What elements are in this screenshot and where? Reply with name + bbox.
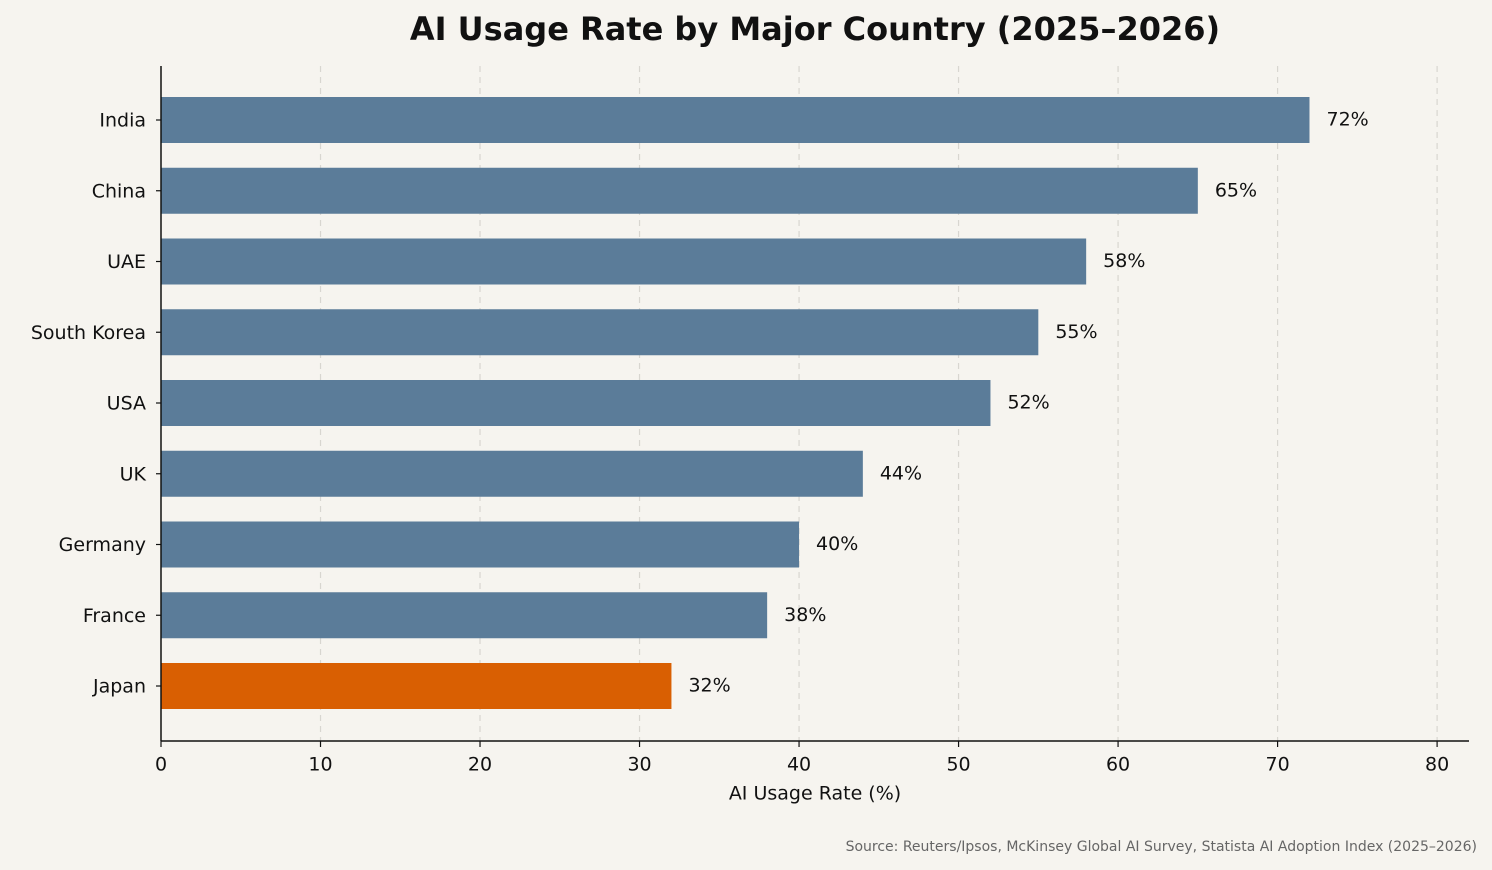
bar <box>161 309 1039 356</box>
y-tick-label: UAE <box>107 251 146 273</box>
x-tick-label: 10 <box>308 754 332 776</box>
x-axis-label: AI Usage Rate (%) <box>729 783 901 805</box>
value-label: 40% <box>816 533 858 555</box>
x-tick-label: 60 <box>1106 754 1130 776</box>
y-tick-label: China <box>92 180 146 202</box>
y-tick-label: UK <box>120 463 147 485</box>
bar <box>161 380 991 426</box>
x-tick-label: 50 <box>946 754 970 776</box>
value-label: 38% <box>784 604 826 626</box>
y-tick-label: Japan <box>92 676 146 698</box>
bar <box>161 450 863 497</box>
x-tick-label: 0 <box>155 754 167 776</box>
x-tick-label: 40 <box>787 754 811 776</box>
x-tick-label: 30 <box>627 754 651 776</box>
y-tick-label: USA <box>107 393 146 415</box>
value-label: 65% <box>1215 179 1257 201</box>
value-label: 72% <box>1326 109 1368 131</box>
y-tick-label: South Korea <box>31 322 146 344</box>
chart-title: AI Usage Rate by Major Country (2025–202… <box>410 10 1220 48</box>
y-tick-label: Germany <box>59 534 146 556</box>
y-tick-label: France <box>83 605 146 627</box>
x-tick-label: 70 <box>1265 754 1289 776</box>
value-label: 44% <box>880 462 922 484</box>
bar <box>161 97 1310 143</box>
bar <box>161 238 1087 285</box>
value-label: 58% <box>1103 250 1145 272</box>
x-tick-label: 80 <box>1425 754 1449 776</box>
y-tick-label: India <box>99 110 146 132</box>
source-note: Source: Reuters/Ipsos, McKinsey Global A… <box>846 839 1477 855</box>
bar <box>161 663 672 709</box>
bar <box>161 592 768 639</box>
bar <box>161 167 1198 214</box>
value-label: 52% <box>1007 392 1049 414</box>
value-label: 55% <box>1055 321 1097 343</box>
value-label: 32% <box>688 675 730 697</box>
x-tick-label: 20 <box>468 754 492 776</box>
bar <box>161 521 800 568</box>
